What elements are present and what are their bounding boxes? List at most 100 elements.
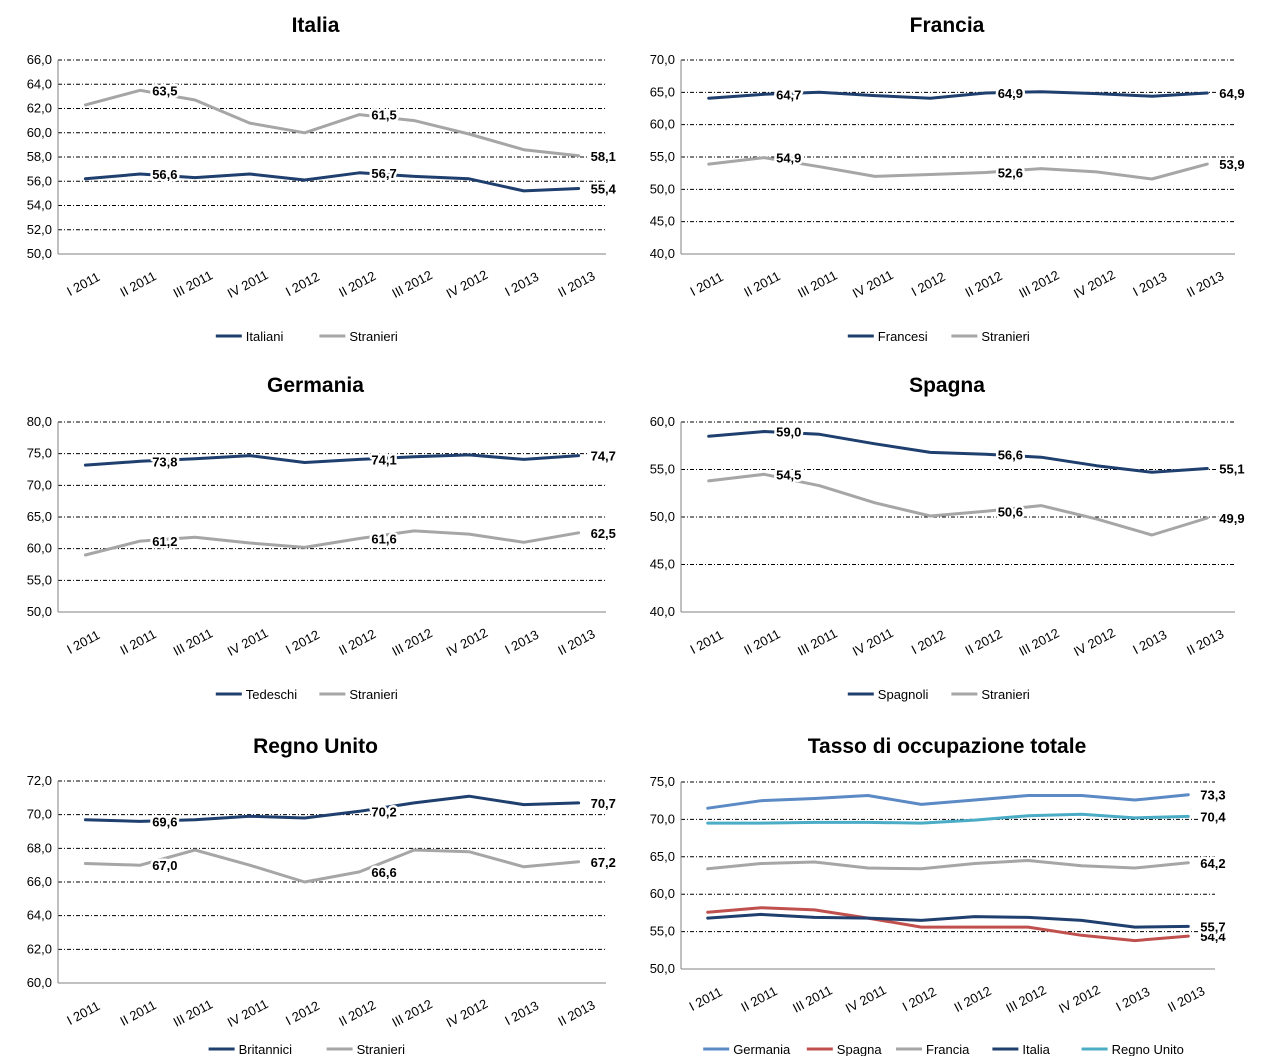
data-label-halo: 74,1 <box>371 452 396 467</box>
y-tick-label: 55,0 <box>650 149 675 164</box>
x-tick-label: III 2012 <box>1016 625 1061 659</box>
x-tick-label: I 2013 <box>1113 984 1152 1014</box>
x-tick-label: I 2012 <box>283 998 322 1028</box>
y-tick-label: 66,0 <box>27 874 52 889</box>
data-label-halo: 49,9 <box>1219 511 1244 526</box>
y-tick-label: 62,0 <box>27 101 52 116</box>
series-line-regno-unito <box>706 812 1190 825</box>
x-tick-label: I 2013 <box>1130 269 1169 299</box>
x-tick-label: I 2012 <box>900 984 939 1014</box>
y-tick-label: 45,0 <box>650 557 675 572</box>
data-label: 56,7 <box>371 166 396 181</box>
x-tick-label: III 2011 <box>171 625 215 658</box>
x-tick-label: III 2011 <box>795 267 839 300</box>
y-tick-label: 64,0 <box>27 76 52 91</box>
x-tick-label: I 2013 <box>1130 627 1169 657</box>
legend-label: Regno Unito <box>1112 1042 1184 1056</box>
data-label-halo: 61,6 <box>371 532 396 547</box>
x-tick-label: II 2013 <box>555 268 597 300</box>
legend-label: Stranieri <box>981 329 1030 344</box>
x-tick-label: III 2012 <box>389 267 434 301</box>
data-label-halo: 66,6 <box>371 865 396 880</box>
chart-svg: Italia 50,0 52,0 54,0 56,0 58,0 60,0 62,0 64,0 66… <box>27 14 619 344</box>
y-tick-label: 75,0 <box>650 774 675 789</box>
x-tick-label: II 2011 <box>117 268 158 299</box>
data-label: 69,6 <box>152 814 177 829</box>
data-label-halo: 54,4 <box>1200 929 1226 944</box>
data-label: 61,6 <box>371 532 396 547</box>
y-tick-label: 56,0 <box>27 173 52 188</box>
data-label-halo: 55,7 <box>1200 919 1225 934</box>
data-label-halo: 64,9 <box>1219 86 1244 101</box>
data-label: 54,4 <box>1200 929 1226 944</box>
x-tick-label: I 2011 <box>64 269 102 299</box>
x-tick-label: III 2011 <box>790 982 834 1015</box>
x-tick-label: IV 2011 <box>843 982 889 1016</box>
x-tick-label: III 2011 <box>171 996 215 1029</box>
y-tick-label: 50,0 <box>650 961 675 976</box>
chart-tasso-totale: Tasso di occupazione totale 50,0 55,0 60,0 6… <box>631 723 1263 1056</box>
data-label: 59,0 <box>776 425 801 440</box>
data-label-halo: 64,2 <box>1200 856 1225 871</box>
data-label: 62,5 <box>591 526 616 541</box>
y-tick-label: 50,0 <box>650 181 675 196</box>
data-label-halo: 56,6 <box>152 167 177 182</box>
chart-svg: Germania 50,0 55,0 60,0 65,0 70,0 75,0 80,0 I 20… <box>27 374 619 702</box>
x-tick-label: II 2013 <box>1165 983 1207 1015</box>
y-tick-label: 60,0 <box>650 117 675 132</box>
y-tick-label: 50,0 <box>27 604 52 619</box>
y-tick-label: 80,0 <box>27 414 52 429</box>
legend-label: Francesi <box>878 329 928 344</box>
y-tick-label: 50,0 <box>27 246 52 261</box>
x-tick-label: III 2011 <box>795 625 839 658</box>
series-line-italiani <box>83 171 581 193</box>
data-label: 67,0 <box>152 858 177 873</box>
data-label: 63,5 <box>152 83 177 98</box>
y-tick-label: 60,0 <box>650 414 675 429</box>
chart-germania: Germania 50,0 55,0 60,0 65,0 70,0 75,0 80,0 I 20… <box>0 362 631 714</box>
data-label-halo: 70,2 <box>371 804 396 819</box>
chart-regno-unito: Regno Unito 60,0 62,0 64,0 66,0 68,0 70,0 72,0 I… <box>0 723 631 1056</box>
chart-svg: Regno Unito 60,0 62,0 64,0 66,0 68,0 70,0 72,0 I… <box>27 735 619 1056</box>
legend-label: Stranieri <box>981 687 1030 702</box>
data-label: 73,3 <box>1200 788 1225 803</box>
data-label-halo: 54,9 <box>776 151 801 166</box>
x-tick-label: IV 2012 <box>444 625 491 659</box>
data-label-halo: 70,7 <box>591 796 616 811</box>
y-tick-label: 60,0 <box>27 541 52 556</box>
data-label-halo: 53,9 <box>1219 157 1244 172</box>
data-label-halo: 50,6 <box>998 504 1023 519</box>
data-label: 54,9 <box>776 151 801 166</box>
data-label: 74,7 <box>591 449 616 464</box>
y-tick-label: 40,0 <box>650 246 675 261</box>
y-tick-label: 68,0 <box>27 840 52 855</box>
series-line-stranieri <box>83 88 581 158</box>
data-label-halo: 52,6 <box>998 166 1023 181</box>
data-label: 64,9 <box>1219 86 1244 101</box>
data-label: 61,2 <box>152 534 177 549</box>
y-tick-label: 70,0 <box>27 807 52 822</box>
x-tick-label: I 2013 <box>502 627 541 657</box>
x-tick-label: II 2012 <box>952 983 994 1015</box>
x-tick-label: III 2012 <box>389 996 434 1030</box>
data-label-halo: 61,2 <box>152 534 177 549</box>
series-line-stranieri <box>707 472 1209 537</box>
x-tick-label: IV 2012 <box>444 996 491 1030</box>
chart-francia: Francia 40,0 45,0 50,0 55,0 60,0 65,0 70,0 I 201… <box>631 0 1263 352</box>
data-label: 66,6 <box>371 865 396 880</box>
data-label: 56,6 <box>152 167 177 182</box>
x-tick-label: III 2011 <box>171 267 215 300</box>
y-tick-label: 55,0 <box>27 572 52 587</box>
x-tick-label: IV 2011 <box>225 267 271 301</box>
y-tick-label: 60,0 <box>27 975 52 990</box>
x-tick-label: IV 2011 <box>850 267 896 301</box>
x-tick-label: I 2012 <box>283 269 322 299</box>
data-label-halo: 74,7 <box>591 449 616 464</box>
y-tick-label: 60,0 <box>27 125 52 140</box>
x-tick-label: II 2011 <box>117 997 158 1028</box>
x-tick-label: I 2013 <box>502 998 541 1028</box>
data-label: 64,7 <box>776 87 801 102</box>
x-tick-label: IV 2011 <box>225 996 271 1030</box>
legend: Italiani Stranieri <box>215 329 398 344</box>
legend: Spagnoli Stranieri <box>847 687 1030 702</box>
